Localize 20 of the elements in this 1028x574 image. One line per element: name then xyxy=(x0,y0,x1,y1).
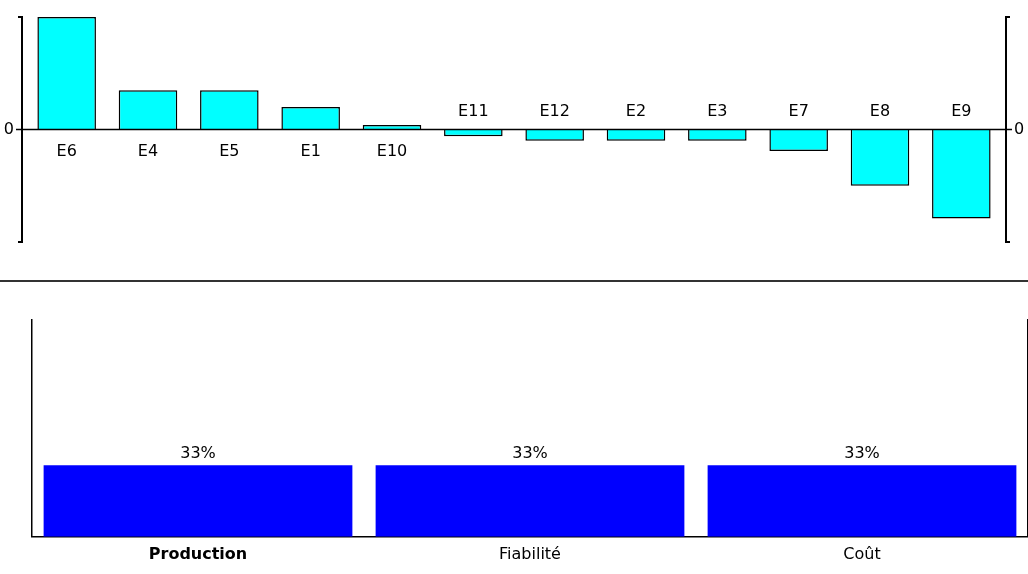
x-tick-label: Production xyxy=(148,543,248,563)
x-tick-label: E6 xyxy=(56,140,77,160)
x-tick-label: E2 xyxy=(625,100,647,120)
text: 0 xyxy=(1014,118,1025,138)
x-tick-label: E1 xyxy=(300,140,321,160)
data-label: 33% xyxy=(180,443,216,463)
data-label: 33% xyxy=(844,443,880,463)
x-tick-label: Fiabilité xyxy=(499,543,561,563)
text: 0 xyxy=(3,118,14,138)
data-label: 33% xyxy=(512,443,548,463)
x-tick-label: E5 xyxy=(219,140,240,160)
x-tick-label: E12 xyxy=(539,100,570,120)
x-tick-label: E3 xyxy=(707,100,728,120)
x-tick-label: E10 xyxy=(376,140,408,160)
x-tick-label: Coût xyxy=(843,543,881,563)
x-tick-label: E11 xyxy=(458,100,489,120)
x-tick-label: E7 xyxy=(788,100,809,120)
x-tick-label: E8 xyxy=(869,100,891,120)
x-tick-label: E4 xyxy=(137,140,159,160)
x-tick-label: E9 xyxy=(951,100,972,120)
